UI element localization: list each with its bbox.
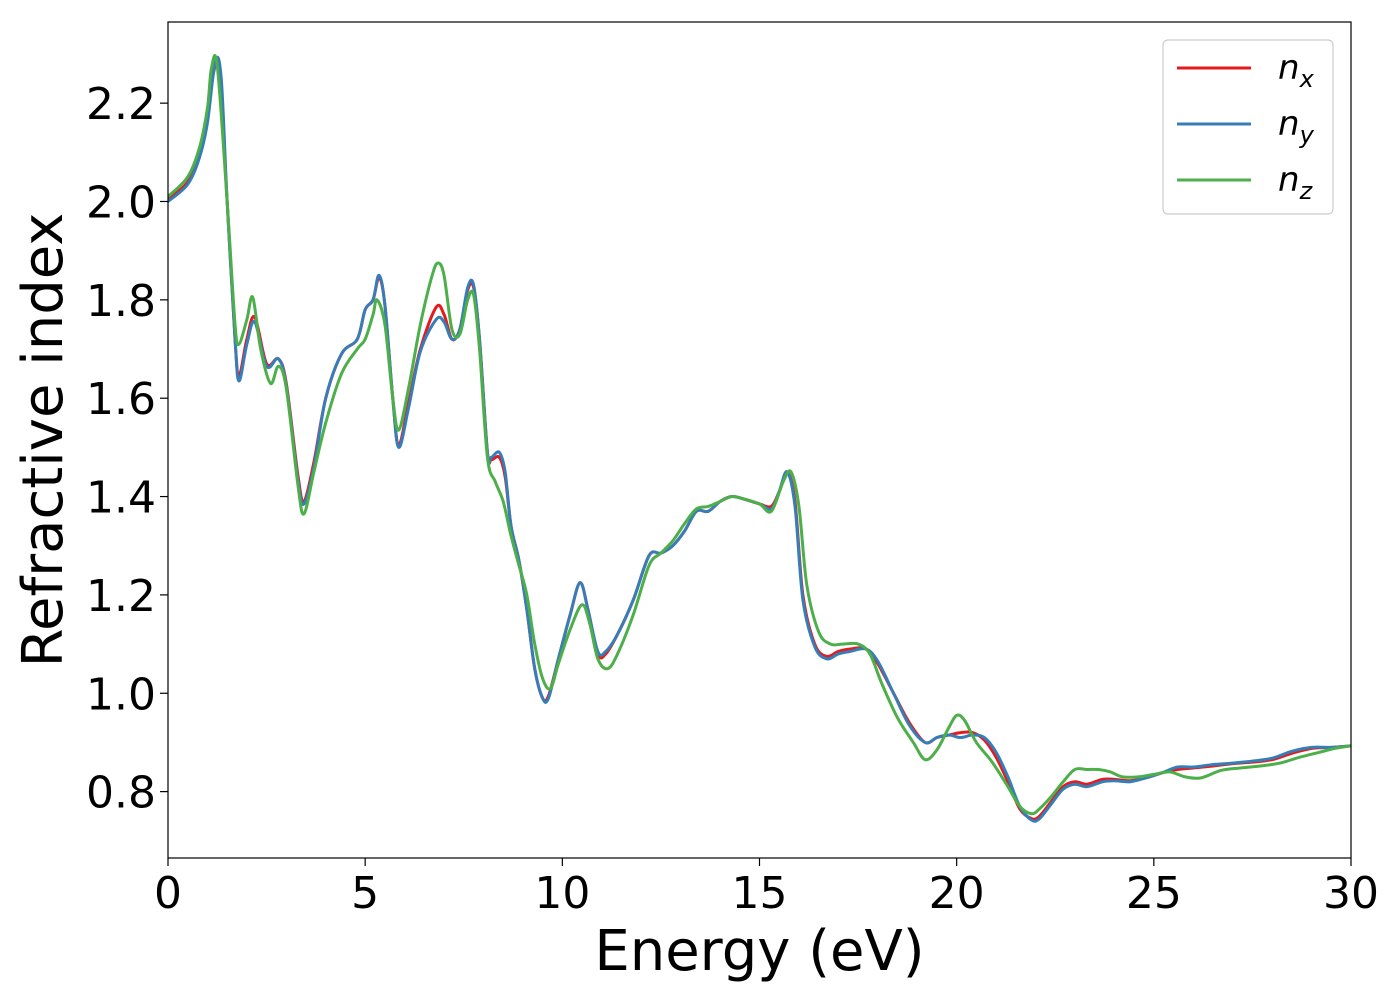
legend-label-z: nz <box>1278 160 1314 205</box>
x-tick-label: 0 <box>154 868 182 919</box>
series-line-n-z <box>168 53 1351 816</box>
legend-label-y: ny <box>1278 104 1315 149</box>
x-axis-title: Energy (eV) <box>594 919 924 984</box>
x-tick-label: 15 <box>732 868 788 919</box>
y-tick-label: 2.0 <box>86 177 156 228</box>
legend-box <box>1162 39 1334 215</box>
y-tick-label: 2.2 <box>86 79 156 130</box>
x-tick-label: 5 <box>351 868 379 919</box>
legend-label-x: nx <box>1278 48 1315 93</box>
y-tick-label: 1.8 <box>86 276 156 327</box>
legend-label-base: n <box>1278 104 1300 144</box>
x-tick-label: 20 <box>929 868 985 919</box>
y-tick-label: 1.4 <box>86 473 156 524</box>
legend-label-base: n <box>1278 48 1300 88</box>
y-axis-ticks: 0.8 1.0 1.2 1.4 1.6 1.8 2.0 2.2 <box>86 79 168 819</box>
x-tick-label: 25 <box>1126 868 1182 919</box>
y-tick-label: 1.6 <box>86 374 156 425</box>
x-tick-label: 10 <box>534 868 590 919</box>
legend-label-base: n <box>1278 160 1300 200</box>
series-line-n-y <box>168 55 1351 823</box>
y-tick-label: 0.8 <box>86 768 156 819</box>
legend-label-subscript: z <box>1299 177 1314 205</box>
legend-label-subscript: y <box>1299 121 1315 149</box>
y-axis-title: Refractive index <box>11 213 76 668</box>
x-axis-ticks: 0 5 10 15 20 25 30 <box>154 858 1379 919</box>
series-layer <box>168 53 1351 823</box>
x-tick-label: 30 <box>1323 868 1379 919</box>
y-tick-label: 1.2 <box>86 571 156 622</box>
y-tick-label: 1.0 <box>86 669 156 720</box>
legend-label-subscript: x <box>1299 65 1315 93</box>
